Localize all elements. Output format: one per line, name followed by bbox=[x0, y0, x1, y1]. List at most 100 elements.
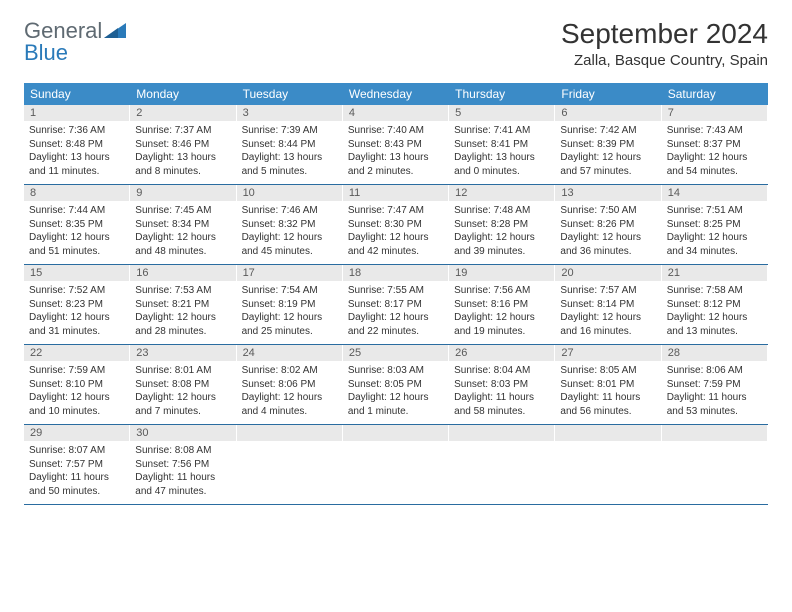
logo-word-blue: Blue bbox=[24, 40, 68, 66]
day-sunset: Sunset: 8:39 PM bbox=[560, 138, 656, 152]
day-number: 20 bbox=[555, 265, 661, 281]
day-sunrise: Sunrise: 7:36 AM bbox=[29, 124, 125, 138]
day-day2: and 45 minutes. bbox=[242, 245, 338, 259]
day-day2: and 0 minutes. bbox=[454, 165, 550, 179]
weekday-tue: Tuesday bbox=[237, 83, 343, 105]
day-body bbox=[237, 441, 343, 489]
day-body: Sunrise: 7:51 AMSunset: 8:25 PMDaylight:… bbox=[662, 201, 768, 264]
day-sunset: Sunset: 8:17 PM bbox=[348, 298, 444, 312]
day-sunset: Sunset: 8:21 PM bbox=[135, 298, 231, 312]
weekday-header-row: Sunday Monday Tuesday Wednesday Thursday… bbox=[24, 83, 768, 105]
day-body: Sunrise: 7:39 AMSunset: 8:44 PMDaylight:… bbox=[237, 121, 343, 184]
day-day1: Daylight: 12 hours bbox=[242, 391, 338, 405]
day-day1: Daylight: 13 hours bbox=[348, 151, 444, 165]
day-body: Sunrise: 7:59 AMSunset: 8:10 PMDaylight:… bbox=[24, 361, 130, 424]
week-row: 15Sunrise: 7:52 AMSunset: 8:23 PMDayligh… bbox=[24, 265, 768, 345]
day-body: Sunrise: 8:03 AMSunset: 8:05 PMDaylight:… bbox=[343, 361, 449, 424]
weeks-container: 1Sunrise: 7:36 AMSunset: 8:48 PMDaylight… bbox=[24, 105, 768, 505]
weekday-fri: Friday bbox=[555, 83, 661, 105]
day-sunset: Sunset: 8:03 PM bbox=[454, 378, 550, 392]
day-sunrise: Sunrise: 8:05 AM bbox=[560, 364, 656, 378]
day-sunrise: Sunrise: 7:56 AM bbox=[454, 284, 550, 298]
day-day1: Daylight: 13 hours bbox=[242, 151, 338, 165]
day-cell: 21Sunrise: 7:58 AMSunset: 8:12 PMDayligh… bbox=[662, 265, 768, 344]
day-day1: Daylight: 12 hours bbox=[242, 311, 338, 325]
day-day1: Daylight: 12 hours bbox=[667, 311, 763, 325]
week-row: 1Sunrise: 7:36 AMSunset: 8:48 PMDaylight… bbox=[24, 105, 768, 185]
day-sunrise: Sunrise: 7:53 AM bbox=[135, 284, 231, 298]
weekday-wed: Wednesday bbox=[343, 83, 449, 105]
day-day1: Daylight: 12 hours bbox=[135, 231, 231, 245]
day-sunrise: Sunrise: 7:42 AM bbox=[560, 124, 656, 138]
day-number: 12 bbox=[449, 185, 555, 201]
day-sunrise: Sunrise: 8:06 AM bbox=[667, 364, 763, 378]
day-sunrise: Sunrise: 7:48 AM bbox=[454, 204, 550, 218]
day-body: Sunrise: 7:41 AMSunset: 8:41 PMDaylight:… bbox=[449, 121, 555, 184]
day-sunset: Sunset: 8:06 PM bbox=[242, 378, 338, 392]
day-sunset: Sunset: 8:35 PM bbox=[29, 218, 125, 232]
day-number: 2 bbox=[130, 105, 236, 121]
day-sunset: Sunset: 8:16 PM bbox=[454, 298, 550, 312]
day-body: Sunrise: 7:53 AMSunset: 8:21 PMDaylight:… bbox=[130, 281, 236, 344]
day-number: 6 bbox=[555, 105, 661, 121]
day-body: Sunrise: 7:48 AMSunset: 8:28 PMDaylight:… bbox=[449, 201, 555, 264]
day-day1: Daylight: 11 hours bbox=[135, 471, 231, 485]
day-cell: 15Sunrise: 7:52 AMSunset: 8:23 PMDayligh… bbox=[24, 265, 130, 344]
day-day1: Daylight: 12 hours bbox=[348, 311, 444, 325]
day-body: Sunrise: 8:05 AMSunset: 8:01 PMDaylight:… bbox=[555, 361, 661, 424]
day-number: 18 bbox=[343, 265, 449, 281]
day-number: 22 bbox=[24, 345, 130, 361]
day-cell bbox=[449, 425, 555, 504]
day-day1: Daylight: 12 hours bbox=[667, 151, 763, 165]
day-cell bbox=[237, 425, 343, 504]
day-cell: 14Sunrise: 7:51 AMSunset: 8:25 PMDayligh… bbox=[662, 185, 768, 264]
day-sunset: Sunset: 8:26 PM bbox=[560, 218, 656, 232]
day-cell: 25Sunrise: 8:03 AMSunset: 8:05 PMDayligh… bbox=[343, 345, 449, 424]
day-cell: 2Sunrise: 7:37 AMSunset: 8:46 PMDaylight… bbox=[130, 105, 236, 184]
day-cell: 23Sunrise: 8:01 AMSunset: 8:08 PMDayligh… bbox=[130, 345, 236, 424]
header: General September 2024 Zalla, Basque Cou… bbox=[24, 18, 768, 69]
day-day1: Daylight: 12 hours bbox=[560, 231, 656, 245]
day-day2: and 56 minutes. bbox=[560, 405, 656, 419]
day-sunrise: Sunrise: 7:59 AM bbox=[29, 364, 125, 378]
day-number: 25 bbox=[343, 345, 449, 361]
day-day2: and 47 minutes. bbox=[135, 485, 231, 499]
day-body: Sunrise: 8:07 AMSunset: 7:57 PMDaylight:… bbox=[24, 441, 130, 504]
day-number bbox=[555, 425, 661, 441]
day-day2: and 28 minutes. bbox=[135, 325, 231, 339]
weekday-thu: Thursday bbox=[449, 83, 555, 105]
day-day2: and 5 minutes. bbox=[242, 165, 338, 179]
day-body: Sunrise: 7:40 AMSunset: 8:43 PMDaylight:… bbox=[343, 121, 449, 184]
day-day2: and 34 minutes. bbox=[667, 245, 763, 259]
day-body: Sunrise: 8:01 AMSunset: 8:08 PMDaylight:… bbox=[130, 361, 236, 424]
day-day1: Daylight: 12 hours bbox=[242, 231, 338, 245]
day-cell: 7Sunrise: 7:43 AMSunset: 8:37 PMDaylight… bbox=[662, 105, 768, 184]
day-body: Sunrise: 7:37 AMSunset: 8:46 PMDaylight:… bbox=[130, 121, 236, 184]
title-block: September 2024 Zalla, Basque Country, Sp… bbox=[561, 18, 768, 69]
day-cell: 24Sunrise: 8:02 AMSunset: 8:06 PMDayligh… bbox=[237, 345, 343, 424]
day-body bbox=[555, 441, 661, 489]
day-day2: and 39 minutes. bbox=[454, 245, 550, 259]
day-number: 13 bbox=[555, 185, 661, 201]
day-sunset: Sunset: 8:23 PM bbox=[29, 298, 125, 312]
day-body: Sunrise: 7:47 AMSunset: 8:30 PMDaylight:… bbox=[343, 201, 449, 264]
day-cell: 4Sunrise: 7:40 AMSunset: 8:43 PMDaylight… bbox=[343, 105, 449, 184]
day-body: Sunrise: 7:54 AMSunset: 8:19 PMDaylight:… bbox=[237, 281, 343, 344]
location-text: Zalla, Basque Country, Spain bbox=[561, 52, 768, 69]
day-body bbox=[449, 441, 555, 489]
day-number bbox=[449, 425, 555, 441]
day-sunrise: Sunrise: 7:43 AM bbox=[667, 124, 763, 138]
day-sunrise: Sunrise: 8:08 AM bbox=[135, 444, 231, 458]
day-sunset: Sunset: 8:08 PM bbox=[135, 378, 231, 392]
week-row: 22Sunrise: 7:59 AMSunset: 8:10 PMDayligh… bbox=[24, 345, 768, 425]
day-body: Sunrise: 7:43 AMSunset: 8:37 PMDaylight:… bbox=[662, 121, 768, 184]
day-body: Sunrise: 7:52 AMSunset: 8:23 PMDaylight:… bbox=[24, 281, 130, 344]
day-sunrise: Sunrise: 8:07 AM bbox=[29, 444, 125, 458]
day-day1: Daylight: 11 hours bbox=[454, 391, 550, 405]
day-sunset: Sunset: 8:46 PM bbox=[135, 138, 231, 152]
day-sunset: Sunset: 8:37 PM bbox=[667, 138, 763, 152]
day-cell: 17Sunrise: 7:54 AMSunset: 8:19 PMDayligh… bbox=[237, 265, 343, 344]
day-body: Sunrise: 7:57 AMSunset: 8:14 PMDaylight:… bbox=[555, 281, 661, 344]
day-cell: 22Sunrise: 7:59 AMSunset: 8:10 PMDayligh… bbox=[24, 345, 130, 424]
day-day2: and 31 minutes. bbox=[29, 325, 125, 339]
